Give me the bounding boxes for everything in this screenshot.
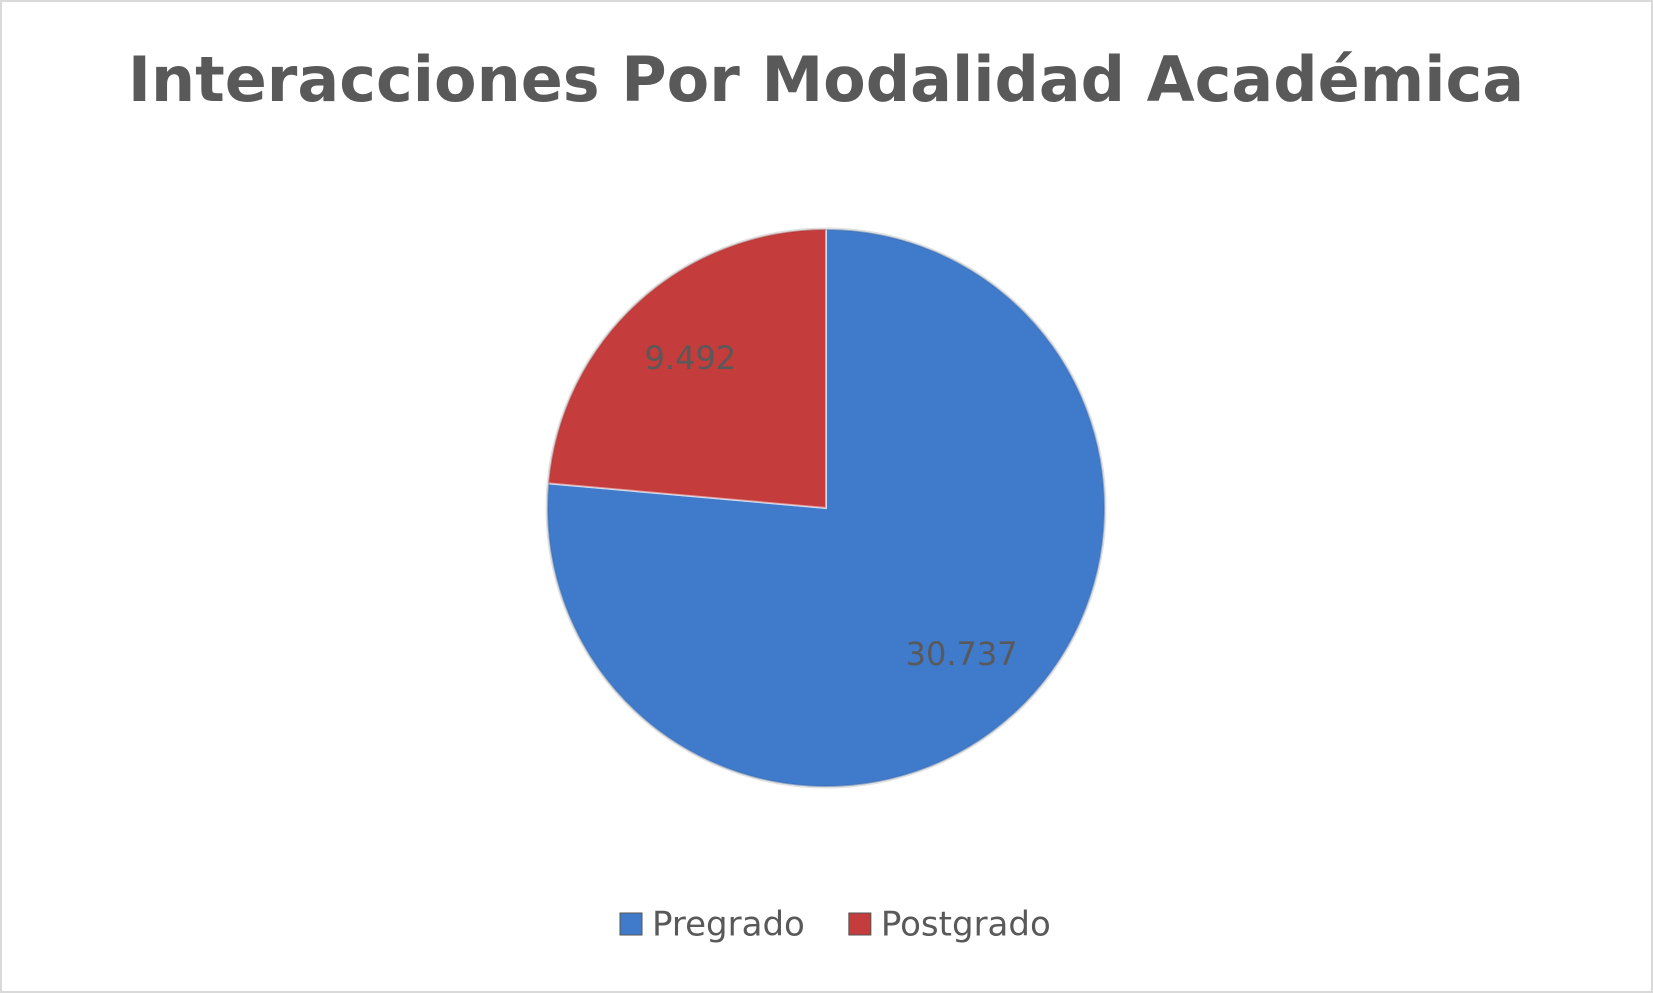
data-label: 9.492 bbox=[645, 339, 737, 377]
pie-slice bbox=[547, 227, 827, 510]
legend-swatch bbox=[848, 912, 872, 936]
legend-label: Postgrado bbox=[881, 905, 1051, 945]
pie-slice bbox=[546, 227, 1106, 788]
chart-title: Interacciones Por Modalidad Académica bbox=[128, 43, 1524, 116]
legend-swatch bbox=[619, 912, 643, 936]
data-label: 30.737 bbox=[906, 635, 1018, 673]
legend-label: Pregrado bbox=[652, 905, 805, 945]
pie-shade bbox=[545, 227, 1107, 789]
